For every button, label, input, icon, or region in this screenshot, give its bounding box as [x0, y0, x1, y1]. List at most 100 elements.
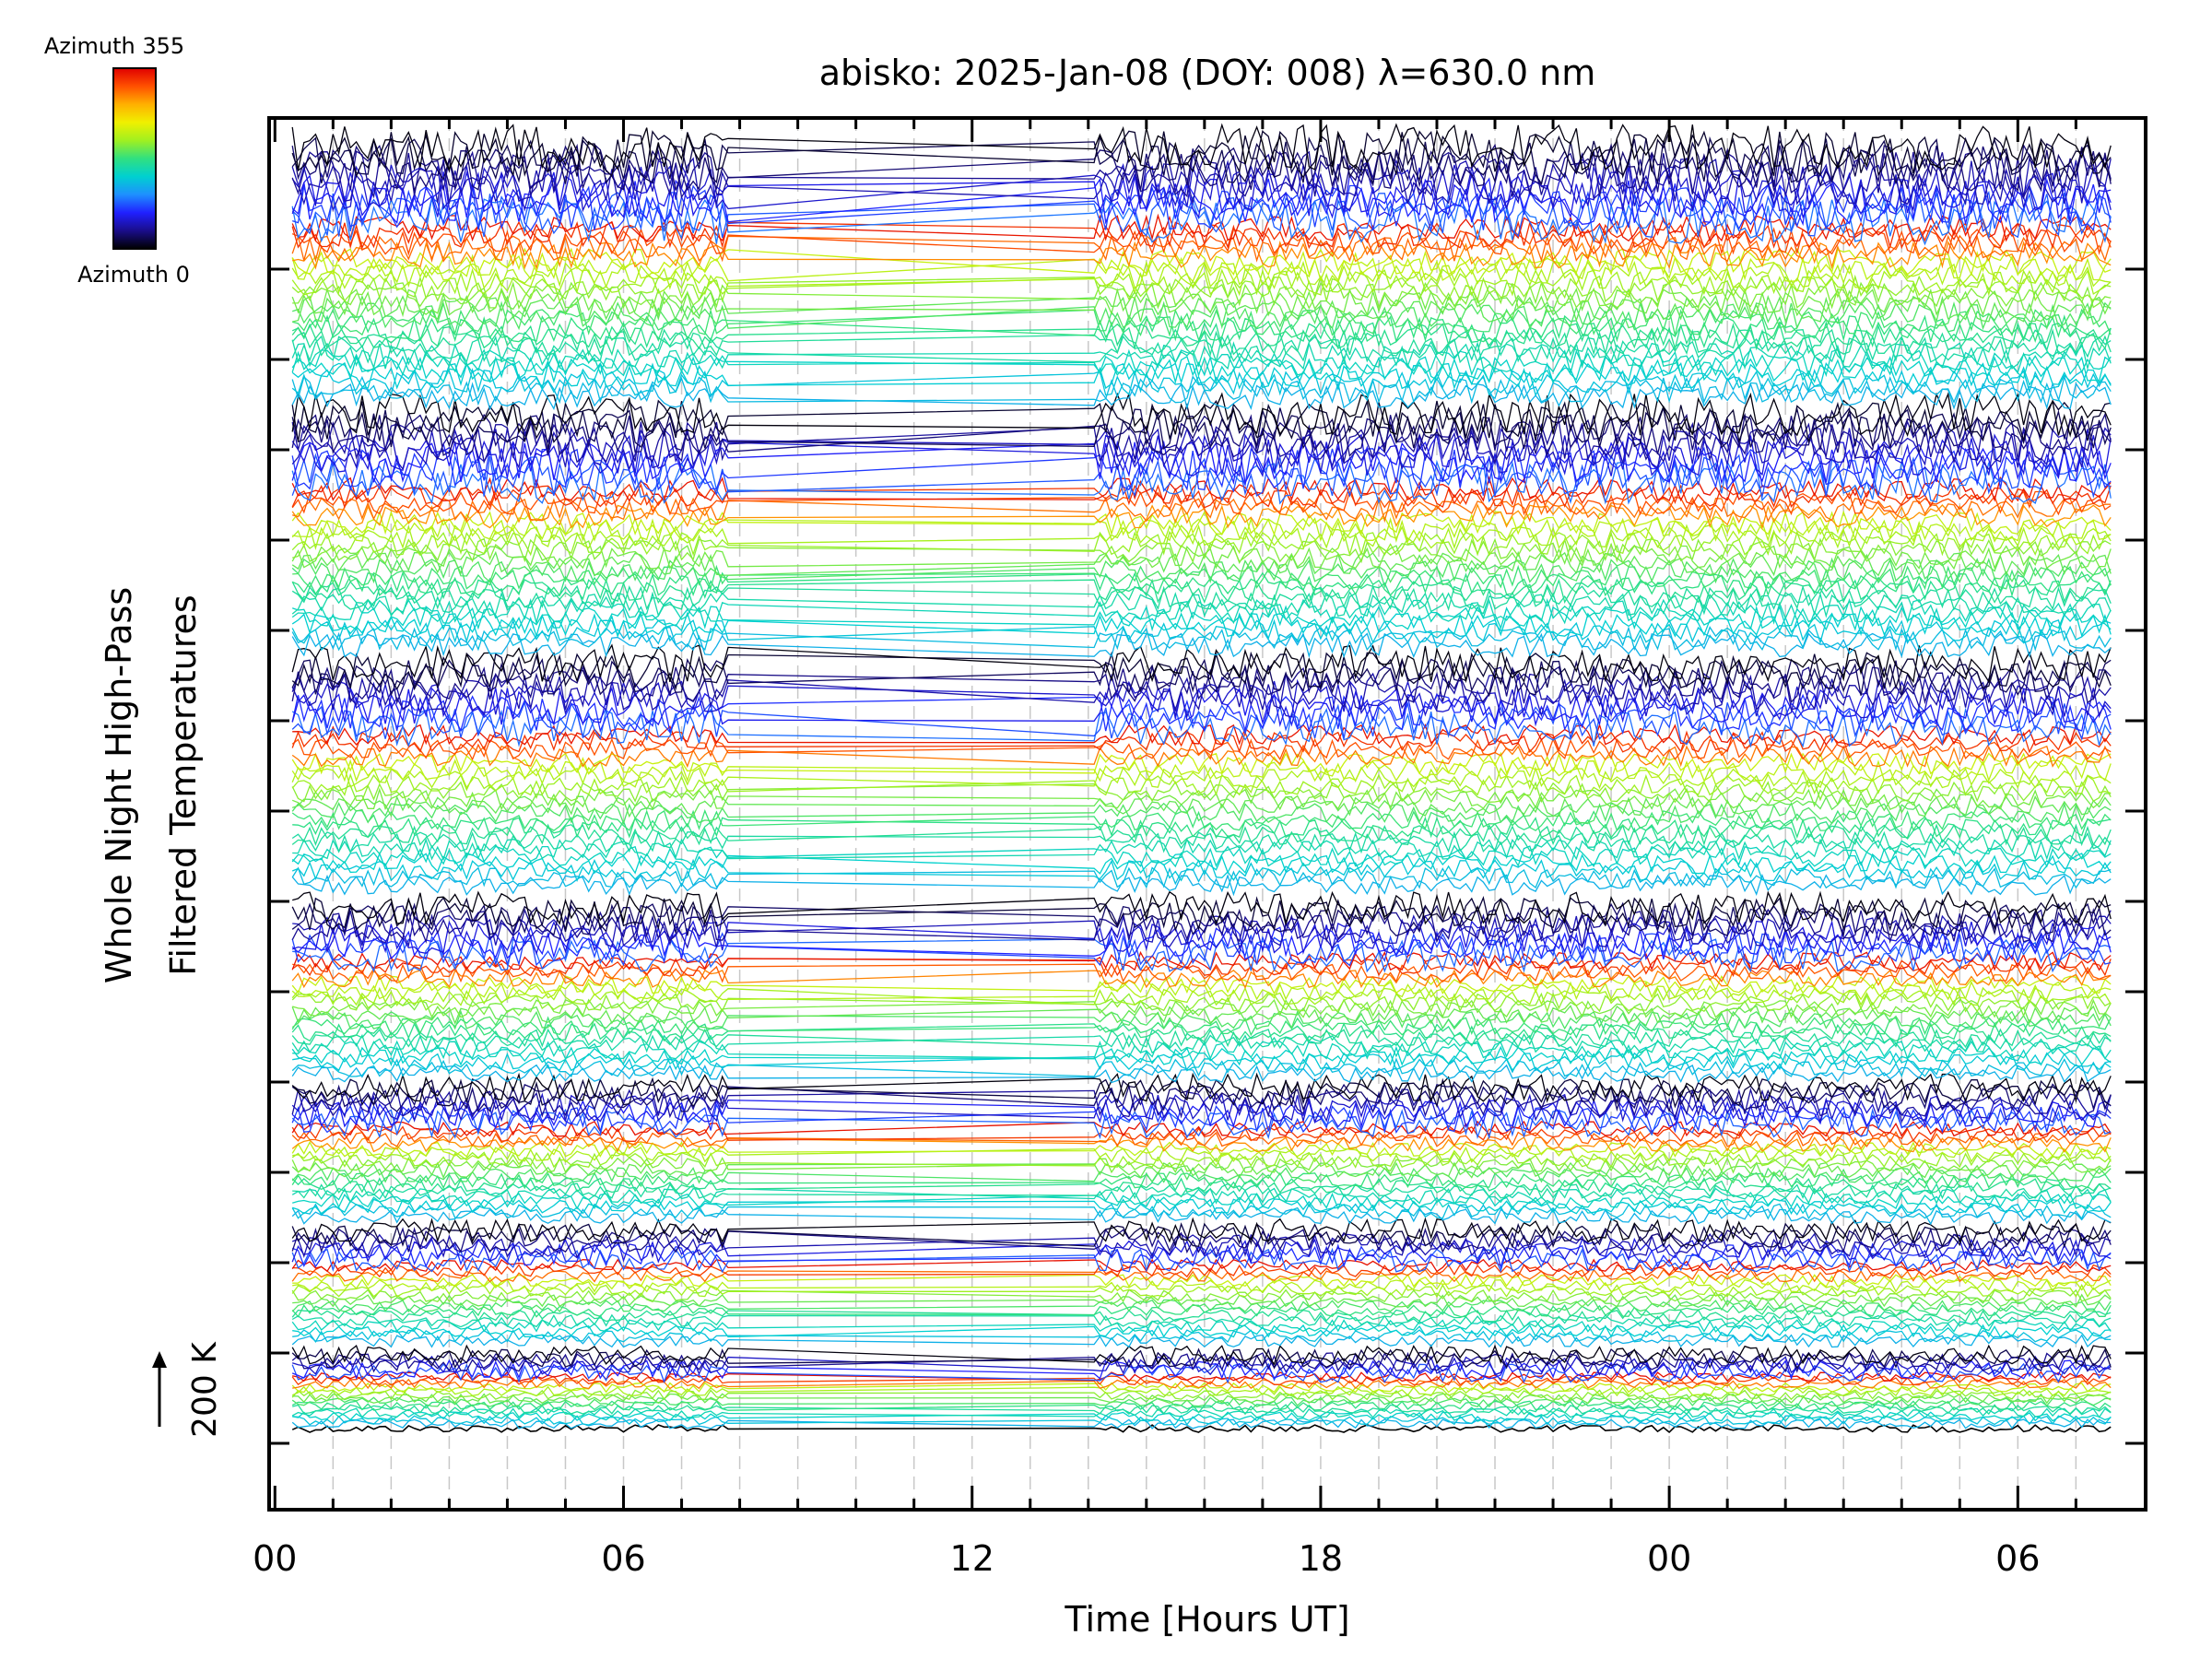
- series-line: [291, 932, 2112, 967]
- series-line: [291, 503, 2112, 530]
- x-tick-label: 18: [1299, 1538, 1343, 1579]
- series-line: [292, 1415, 2112, 1426]
- series-line: [291, 974, 2112, 995]
- series-line: [291, 149, 2112, 200]
- series-line: [291, 1351, 2112, 1373]
- series-line: [292, 516, 2112, 544]
- series-line: [291, 253, 2112, 283]
- series-line: [292, 1278, 2112, 1293]
- series-line: [291, 374, 2112, 405]
- colorbar: [112, 67, 157, 250]
- series-line: [291, 314, 2112, 344]
- series-line: [291, 1304, 2112, 1318]
- series-line: [291, 895, 2112, 933]
- colorbar-bottom-label: Azimuth 0: [77, 262, 190, 288]
- series-line: [291, 794, 2112, 818]
- series-line: [291, 631, 2112, 659]
- series-line: [291, 1385, 2112, 1397]
- series-line: [291, 190, 2112, 239]
- series-line: [292, 1329, 2112, 1344]
- series-line: [291, 335, 2112, 364]
- series-line: [291, 605, 2112, 632]
- series-line: [292, 294, 2112, 324]
- series-line: [291, 381, 2112, 411]
- series-line: [291, 571, 2112, 597]
- series-line: [291, 1016, 2112, 1037]
- series-line: [292, 998, 2112, 1018]
- series-line: [291, 220, 2112, 250]
- series-line: [291, 986, 2112, 1007]
- series-line: [291, 1344, 2112, 1366]
- series-line: [292, 557, 2112, 584]
- series-line: [292, 1393, 2112, 1405]
- chart-title: abisko: 2025-Jan-08 (DOY: 008) λ=630.0 n…: [819, 53, 1596, 93]
- x-tick-label: 00: [1647, 1538, 1691, 1579]
- series-line: [292, 837, 2112, 861]
- series-line: [291, 830, 2112, 854]
- series-line: [291, 1150, 2112, 1169]
- series-line: [291, 157, 2112, 206]
- series-line: [291, 1028, 2112, 1049]
- scale-label: 200 K: [186, 1341, 224, 1438]
- series-line: [291, 1309, 2112, 1324]
- series-line: [291, 1396, 2112, 1408]
- series-line: [291, 657, 2112, 698]
- series-line: [291, 327, 2112, 358]
- series-line: [291, 1005, 2112, 1026]
- series-line: [291, 844, 2112, 868]
- series-line: [291, 1237, 2112, 1265]
- series-line: [291, 1064, 2112, 1084]
- series-line: [291, 247, 2112, 276]
- series-line: [292, 890, 2112, 926]
- series-line: [291, 745, 2112, 769]
- series-line: [291, 823, 2112, 847]
- series-line: [291, 1208, 2112, 1226]
- series-line: [292, 1293, 2112, 1308]
- series-line: [291, 1242, 2112, 1270]
- series-line: [291, 1418, 2112, 1430]
- series-line: [291, 1130, 2112, 1148]
- series-line: [291, 483, 2112, 510]
- series-line: [291, 730, 2112, 754]
- series-line: [291, 544, 2112, 571]
- series-line: [291, 751, 2112, 775]
- series-line: [292, 300, 2112, 331]
- series-line: [291, 643, 2112, 684]
- series-line: [291, 406, 2112, 451]
- series-line: [291, 1362, 2112, 1384]
- series-line: [291, 1009, 2112, 1030]
- series-line: [292, 1411, 2112, 1422]
- series-line: [291, 489, 2112, 516]
- series-line: [291, 1057, 2112, 1078]
- series-line: [291, 128, 2112, 179]
- series-line: [291, 564, 2112, 591]
- series-line: [291, 707, 2112, 748]
- series-line: [292, 1146, 2112, 1163]
- series-line: [291, 1177, 2112, 1194]
- x-axis-label: Time [Hours UT]: [1064, 1599, 1349, 1640]
- series-line: [292, 1404, 2112, 1416]
- series-line: [291, 176, 2112, 227]
- series-line: [291, 1161, 2112, 1180]
- series-line: [291, 1217, 2112, 1243]
- series-line: [292, 1192, 2112, 1210]
- series-line: [291, 1313, 2112, 1328]
- series-line: [292, 1264, 2112, 1278]
- scale-arrow: [152, 1351, 167, 1427]
- x-tick-label: 06: [1995, 1538, 2040, 1579]
- series-line: [291, 1098, 2112, 1129]
- series-line: [292, 183, 2112, 232]
- series-line: [292, 1273, 2112, 1288]
- series-line: [291, 665, 2112, 705]
- series-line: [291, 1400, 2112, 1412]
- series-line: [291, 1082, 2112, 1113]
- series-line: [291, 1198, 2112, 1215]
- x-ticks: 00 06 12 18 00 06: [253, 118, 2077, 1579]
- y-axis-label-line1: Whole Night High-Pass: [99, 587, 139, 983]
- series-line: [291, 1268, 2112, 1283]
- series-line: [291, 1258, 2112, 1273]
- series-line: [291, 1424, 2112, 1433]
- series-line: [291, 766, 2112, 791]
- series-line: [291, 1227, 2112, 1254]
